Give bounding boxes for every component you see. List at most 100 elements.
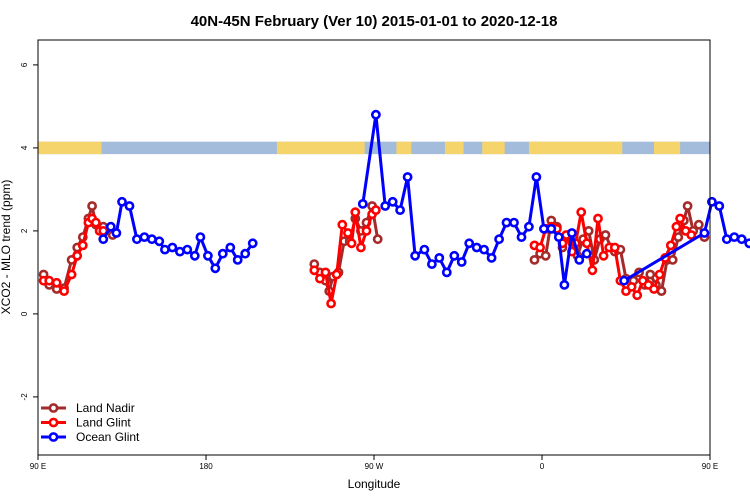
data-point-land-glint [598,250,609,261]
x-tick-label: 90 W [365,462,384,471]
data-point-land-glint [361,225,372,236]
data-point-ocean-glint [387,196,398,207]
land-band [444,141,464,155]
data-point-ocean-glint [464,238,475,249]
data-point-ocean-glint [247,238,258,249]
data-point-ocean-glint [619,275,629,286]
land-band [654,141,681,155]
data-point-land-nadir [693,219,704,230]
legend-swatch-marker [48,403,59,413]
data-point-ocean-glint [98,234,109,245]
data-point-ocean-glint [395,205,405,215]
data-point-ocean-glint [217,248,228,259]
data-point-land-glint [320,267,331,278]
data-point-land-nadir [600,230,611,240]
data-point-ocean-glint [139,232,150,242]
data-point-land-glint [342,228,353,238]
y-tick-label: 2 [20,228,29,233]
data-point-ocean-glint [546,223,557,234]
data-point-land-glint [346,238,357,249]
data-point-ocean-glint [131,234,142,245]
x-tick-label: 90 E [702,462,718,471]
data-point-ocean-glint [370,109,381,120]
series-line-ocean-glint [102,200,254,270]
x-tick-label: 0 [540,462,545,471]
data-point-land-glint [91,217,101,228]
data-point-ocean-glint [111,228,122,238]
y-tick-label: 4 [20,145,29,150]
data-point-land-glint [587,265,598,276]
data-point-land-glint [66,269,77,280]
data-point-land-nadir [372,234,383,245]
legend-label: Land Nadir [76,401,135,415]
series-land-glint [38,205,697,309]
data-point-land-glint [314,273,325,284]
data-point-ocean-glint [189,250,200,261]
data-point-ocean-glint [559,279,570,290]
data-point-land-glint [72,250,83,261]
legend-swatch-marker [48,432,59,442]
data-point-ocean-glint [486,252,497,263]
data-point-land-glint [350,207,361,218]
data-point-ocean-glint [509,217,519,228]
data-point-ocean-glint [240,248,251,259]
data-point-ocean-glint [707,196,717,207]
data-point-land-glint [51,277,62,288]
surface-type-strip [38,141,710,155]
series-ocean-glint [98,109,750,290]
data-point-ocean-glint [195,232,206,242]
data-point-land-glint [309,265,320,276]
data-point-land-nadir [667,254,678,265]
legend-item-land-nadir: Land Nadir [41,401,135,415]
data-point-land-glint [535,242,545,253]
data-point-ocean-glint [117,196,127,207]
y-axis-title: XCO2 - MLO trend (ppm) [0,180,13,315]
data-point-land-glint [626,281,637,292]
land-band [276,141,365,155]
data-point-ocean-glint [567,228,577,238]
data-point-land-glint [686,230,697,240]
legend-item-ocean-glint: Ocean Glint [41,430,140,444]
data-point-land-nadir [87,201,97,211]
data-point-land-nadir [645,269,656,280]
data-point-ocean-glint [167,242,178,253]
data-point-land-nadir [673,232,684,242]
x-axis-title: Longitude [348,477,401,491]
data-point-ocean-glint [479,244,489,255]
data-point-land-glint [665,240,676,251]
data-point-land-glint [671,221,682,232]
data-point-ocean-glint [426,259,437,269]
data-point-ocean-glint [456,257,467,267]
data-point-ocean-glint [516,232,527,242]
data-point-ocean-glint [531,172,542,182]
data-point-ocean-glint [581,248,592,259]
data-point-land-glint [337,219,348,230]
data-point-ocean-glint [524,221,534,232]
data-point-ocean-glint [402,172,413,182]
land-band [528,141,623,155]
data-point-land-glint [609,242,620,253]
x-tick-label: 90 E [30,462,46,471]
data-point-ocean-glint [434,252,445,263]
legend-label: Land Glint [76,416,131,430]
data-point-land-glint [44,275,55,286]
data-point-land-glint [675,213,685,224]
land-band [482,141,505,155]
data-point-land-glint [355,242,366,253]
data-point-ocean-glint [159,244,170,255]
data-point-land-nadir [529,254,540,265]
data-point-ocean-glint [714,201,725,211]
plot-frame [37,39,711,456]
data-point-ocean-glint [124,201,135,211]
data-point-land-glint [77,240,88,251]
data-point-ocean-glint [699,228,710,238]
data-point-land-glint [632,290,643,301]
data-point-ocean-glint [182,244,193,255]
data-point-ocean-glint [501,217,512,228]
data-point-land-glint [370,205,381,215]
data-point-ocean-glint [357,198,368,209]
data-point-land-nadir [540,250,551,261]
data-point-ocean-glint [105,221,116,232]
